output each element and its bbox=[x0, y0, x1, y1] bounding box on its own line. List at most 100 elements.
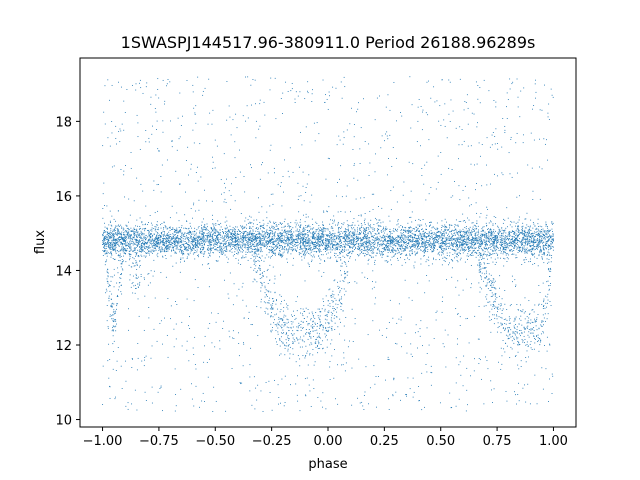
data-point bbox=[158, 240, 160, 242]
data-point bbox=[417, 239, 418, 241]
data-point bbox=[522, 230, 524, 232]
data-point bbox=[223, 243, 225, 245]
data-point bbox=[494, 240, 496, 241]
data-point bbox=[269, 220, 271, 222]
data-point bbox=[443, 233, 445, 235]
data-point bbox=[337, 232, 339, 234]
data-point bbox=[525, 242, 527, 244]
data-point bbox=[469, 234, 471, 236]
data-point bbox=[494, 238, 496, 240]
data-point bbox=[341, 250, 343, 252]
data-point bbox=[234, 235, 236, 236]
data-point bbox=[390, 240, 392, 242]
data-point bbox=[415, 253, 417, 255]
data-point bbox=[443, 240, 445, 242]
data-point bbox=[196, 247, 198, 249]
data-point bbox=[180, 249, 182, 251]
data-point bbox=[247, 252, 249, 253]
data-point bbox=[362, 237, 364, 239]
data-point bbox=[169, 241, 171, 243]
data-point bbox=[194, 233, 196, 235]
data-point bbox=[406, 237, 408, 239]
data-point bbox=[438, 252, 440, 254]
data-point bbox=[143, 239, 145, 241]
data-point bbox=[480, 230, 482, 232]
data-point bbox=[354, 228, 356, 230]
data-point bbox=[368, 241, 370, 243]
data-point bbox=[199, 233, 201, 235]
data-point bbox=[310, 228, 311, 230]
data-point bbox=[163, 242, 165, 243]
data-point bbox=[252, 235, 254, 237]
data-point bbox=[492, 242, 494, 244]
data-point bbox=[119, 250, 121, 252]
data-point bbox=[285, 234, 287, 236]
data-point bbox=[467, 241, 469, 243]
data-point bbox=[187, 246, 189, 248]
data-point bbox=[203, 237, 205, 239]
data-point bbox=[464, 230, 466, 232]
data-point bbox=[514, 233, 516, 235]
data-point bbox=[233, 233, 235, 235]
data-point bbox=[452, 254, 454, 255]
data-point bbox=[522, 237, 524, 239]
data-point bbox=[307, 234, 309, 236]
data-point bbox=[402, 240, 404, 241]
data-point bbox=[117, 243, 119, 245]
data-point bbox=[233, 229, 235, 231]
data-point bbox=[531, 237, 533, 239]
data-point bbox=[236, 226, 238, 228]
data-point bbox=[217, 234, 219, 236]
data-point bbox=[528, 232, 530, 234]
data-point bbox=[180, 241, 182, 243]
data-point bbox=[158, 249, 160, 251]
data-point bbox=[504, 258, 506, 260]
data-point bbox=[291, 250, 293, 252]
data-point bbox=[174, 228, 175, 230]
data-point bbox=[118, 240, 120, 242]
data-point bbox=[286, 237, 288, 239]
data-point bbox=[266, 254, 268, 256]
data-point bbox=[288, 224, 290, 226]
data-point bbox=[388, 215, 390, 217]
data-point bbox=[442, 252, 444, 254]
data-point bbox=[381, 251, 383, 253]
data-point bbox=[243, 246, 245, 248]
data-point bbox=[312, 241, 314, 243]
data-point bbox=[166, 228, 168, 230]
data-point bbox=[147, 252, 149, 254]
data-point bbox=[529, 245, 531, 247]
data-point bbox=[244, 236, 245, 238]
data-point bbox=[512, 250, 513, 252]
data-point bbox=[445, 228, 447, 230]
data-point bbox=[459, 234, 461, 236]
data-point bbox=[287, 237, 289, 239]
data-point bbox=[434, 233, 436, 235]
data-point bbox=[552, 239, 554, 241]
data-point bbox=[188, 241, 189, 243]
data-point bbox=[552, 242, 553, 244]
data-point bbox=[191, 241, 192, 243]
data-point bbox=[275, 254, 276, 256]
data-point bbox=[271, 252, 273, 254]
data-point bbox=[271, 225, 273, 227]
data-point bbox=[147, 241, 149, 243]
data-point bbox=[397, 237, 399, 239]
data-point bbox=[255, 237, 257, 239]
data-point bbox=[211, 241, 213, 243]
data-point bbox=[442, 230, 444, 232]
data-point bbox=[249, 233, 251, 235]
data-point bbox=[129, 235, 131, 237]
data-point bbox=[318, 255, 320, 257]
data-point bbox=[409, 254, 411, 256]
data-point bbox=[255, 238, 257, 240]
data-point bbox=[500, 240, 502, 242]
data-point bbox=[541, 256, 543, 258]
data-point bbox=[250, 248, 252, 250]
data-point bbox=[451, 242, 452, 243]
data-point bbox=[404, 226, 406, 228]
data-point bbox=[369, 254, 370, 256]
data-point bbox=[345, 242, 347, 244]
data-point bbox=[266, 246, 268, 248]
data-point bbox=[263, 244, 265, 246]
